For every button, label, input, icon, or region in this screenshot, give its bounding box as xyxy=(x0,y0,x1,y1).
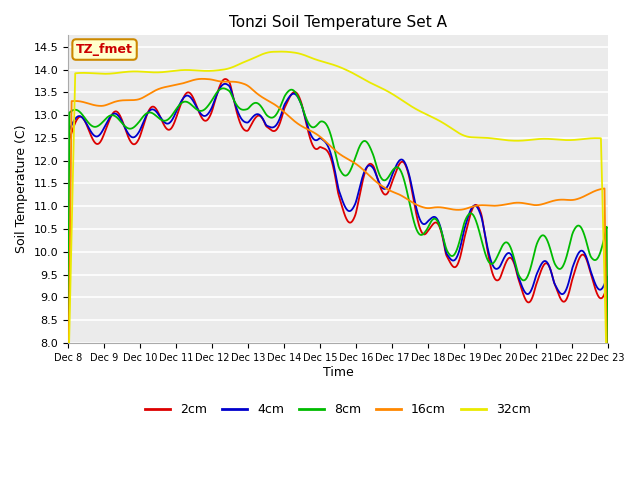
Title: Tonzi Soil Temperature Set A: Tonzi Soil Temperature Set A xyxy=(229,15,447,30)
Legend: 2cm, 4cm, 8cm, 16cm, 32cm: 2cm, 4cm, 8cm, 16cm, 32cm xyxy=(140,398,536,421)
X-axis label: Time: Time xyxy=(323,365,353,379)
Text: TZ_fmet: TZ_fmet xyxy=(76,43,133,56)
Y-axis label: Soil Temperature (C): Soil Temperature (C) xyxy=(15,125,28,253)
